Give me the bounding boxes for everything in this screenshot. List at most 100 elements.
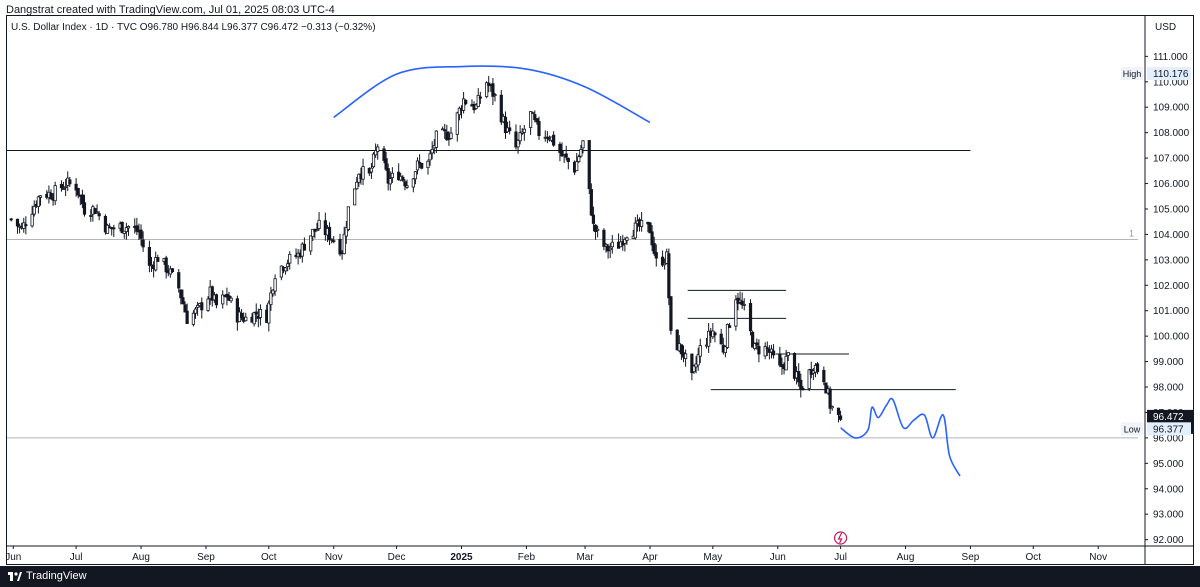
candle-body: [824, 382, 828, 394]
candle-body: [675, 329, 679, 351]
price-label-value: 110.176: [1153, 69, 1189, 80]
candle-body: [15, 218, 20, 227]
chart-container[interactable]: USD92.00093.00094.00095.00096.00097.0009…: [6, 15, 1194, 565]
news-flash-bolt: [837, 532, 843, 544]
x-tick-label: Jul: [70, 552, 83, 563]
x-tick-label: May: [703, 552, 722, 563]
candle-body: [374, 150, 378, 156]
candle-body: [327, 226, 332, 241]
candle-body: [139, 229, 143, 239]
x-tick-label: Aug: [897, 552, 915, 563]
candle-body: [757, 345, 761, 355]
y-tick-label: 92.000: [1153, 535, 1184, 546]
candle-body: [330, 238, 334, 241]
candle-body: [76, 187, 80, 196]
candle-body: [707, 330, 711, 347]
price-chart-svg[interactable]: USD92.00093.00094.00095.00096.00097.0009…: [7, 16, 1194, 565]
candle-body: [596, 228, 600, 231]
x-tick-label: Jun: [7, 552, 21, 563]
candle-body: [49, 192, 53, 200]
fib-level-label: 1: [1129, 228, 1134, 238]
candle-body: [684, 353, 688, 360]
candle-body: [156, 257, 160, 262]
candle-body: [560, 150, 564, 157]
candle-body: [283, 267, 288, 272]
candle-body: [384, 158, 388, 170]
candle-body: [103, 215, 108, 233]
candle-body: [271, 289, 275, 295]
candle-body: [267, 302, 271, 324]
candle-body: [667, 253, 671, 299]
candle-body: [302, 243, 307, 251]
candle-body: [371, 153, 376, 168]
candle-body: [95, 211, 99, 214]
candle-body: [690, 353, 694, 374]
tradingview-brand: TradingView: [26, 570, 87, 582]
candle-body: [558, 143, 562, 153]
candle-body: [170, 268, 175, 273]
candle-body: [415, 160, 420, 171]
news-flash-icon: [833, 531, 848, 545]
candle-body: [179, 289, 183, 299]
candle-body: [753, 343, 757, 349]
candle-body: [591, 214, 596, 224]
candle-body: [633, 222, 637, 239]
candle-body: [17, 225, 22, 228]
candle-body: [141, 239, 145, 248]
y-tick-label: 111.000: [1153, 52, 1188, 63]
candle-body: [434, 130, 438, 148]
y-tick-label: 94.000: [1153, 484, 1184, 495]
candle-body: [353, 188, 357, 206]
candle-body: [537, 121, 541, 136]
y-tick-label: 107.000: [1153, 154, 1190, 165]
candle-body: [9, 218, 13, 221]
candle-body: [221, 294, 225, 305]
price-label-bg: [1147, 67, 1191, 80]
candle-body: [154, 257, 158, 271]
candle-body: [650, 231, 654, 246]
legend-high: H96.844: [180, 22, 219, 33]
candle-body: [390, 172, 394, 179]
y-tick-label: 96.000: [1153, 433, 1184, 444]
candle-body: [210, 286, 214, 301]
x-tick-label: Oct: [261, 552, 277, 563]
candle-body: [751, 331, 755, 348]
candle-body: [382, 148, 386, 161]
candle-body: [413, 171, 418, 180]
candle-body: [765, 347, 769, 350]
x-tick-label: Jun: [770, 552, 786, 563]
candle-body: [694, 363, 698, 368]
y-tick-label: 108.000: [1153, 128, 1190, 139]
candle-body: [713, 332, 717, 336]
candle-body: [254, 311, 258, 315]
candle-body: [663, 262, 667, 266]
candle-body: [725, 324, 730, 348]
candle-body: [30, 213, 34, 227]
candle-body: [535, 118, 539, 123]
x-tick-label: Nov: [1089, 552, 1107, 563]
candle-body: [193, 308, 198, 314]
price-label-tag-bg: [1121, 67, 1143, 80]
candle-body: [723, 346, 727, 354]
x-tick-label: Aug: [132, 552, 150, 563]
x-tick-label: Sep: [962, 552, 980, 563]
candle-body: [24, 224, 28, 227]
candle-body: [503, 116, 508, 134]
legend-symbol: U.S. Dollar Index · 1D · TVC: [11, 22, 137, 33]
y-tick-label: 95.000: [1153, 459, 1184, 470]
candle-body: [112, 227, 116, 230]
y-tick-label: 99.000: [1153, 357, 1184, 368]
candle-body: [830, 406, 834, 409]
candle-body: [61, 188, 66, 190]
candle-body: [38, 195, 43, 198]
candle-body: [229, 297, 233, 302]
candle-body: [491, 83, 495, 97]
candle-body: [508, 127, 512, 132]
x-tick-label: Jul: [834, 552, 847, 563]
candle-body: [315, 229, 319, 232]
candle-body: [445, 131, 449, 141]
candle-body: [531, 112, 535, 115]
legend-low: L96.377: [221, 22, 258, 33]
candle-body: [604, 243, 608, 247]
y-tick-label: 102.000: [1153, 281, 1190, 292]
